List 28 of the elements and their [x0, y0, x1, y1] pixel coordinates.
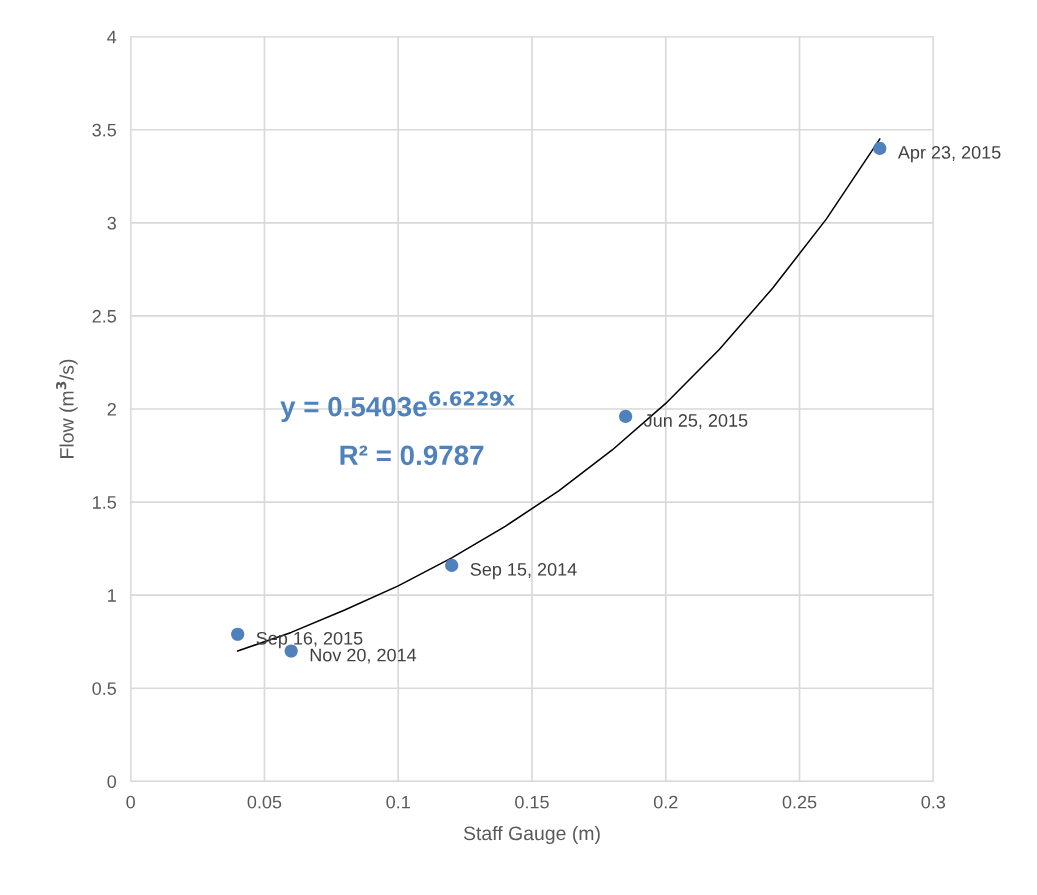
y-tick-label: 2	[107, 402, 116, 416]
x-tick-label: 0.15	[515, 795, 549, 809]
annotation: y = 0.5403e$^{6.6229x}$	[280, 391, 515, 423]
y-tick-label: 1.5	[93, 496, 117, 509]
x-tick-label: 0	[126, 795, 135, 809]
annotation: Apr 23, 2015	[897, 146, 1001, 163]
annotation: Nov 20, 2014	[310, 648, 417, 664]
point	[231, 627, 245, 641]
y-tick-label: 3	[107, 216, 116, 230]
y-tick-label: 3.5	[92, 123, 117, 137]
y-tick-label: 0.5	[92, 682, 117, 695]
y-tick-label: 2.5	[92, 309, 117, 323]
point	[445, 558, 459, 572]
y-axis-title: Flow (m$^{3}$/s)	[56, 359, 78, 458]
x-tick-label: 0.2	[653, 795, 678, 809]
x-axis-title: Staff Gauge (m)	[463, 825, 600, 845]
y-tick-label: 1	[108, 589, 116, 602]
x-tick-label: 0.1	[386, 795, 410, 809]
annotation: R² = 0.9787	[340, 445, 484, 466]
x-tick-label: 0.25	[782, 795, 817, 809]
point	[619, 409, 633, 424]
point	[873, 141, 887, 155]
annotation: Jun 25, 2015	[643, 414, 748, 429]
y-tick-label: 0	[107, 775, 117, 789]
x-tick-label: 0.05	[247, 795, 282, 809]
x-tick-label: 0.3	[921, 795, 946, 809]
y-tick-label: 4	[107, 30, 117, 44]
annotation: Sep 15, 2014	[470, 563, 577, 580]
